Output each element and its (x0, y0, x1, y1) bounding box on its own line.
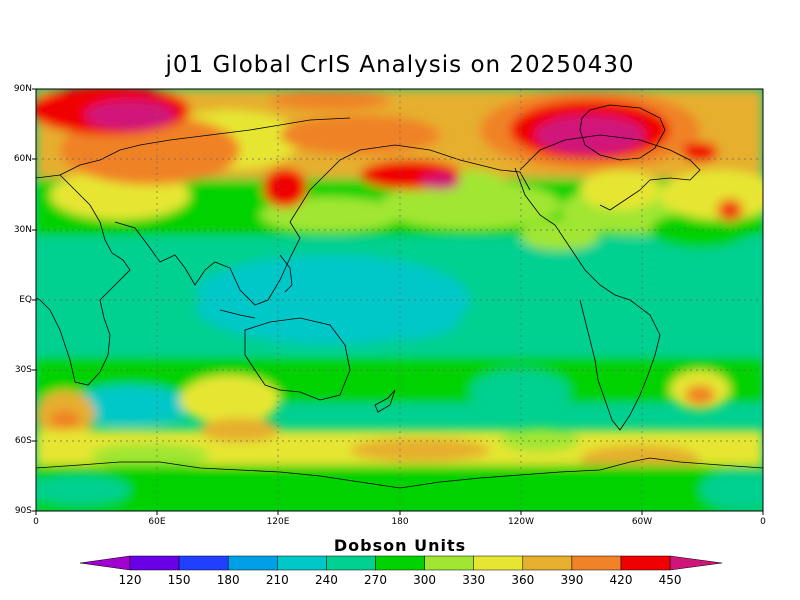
colorbar-swatch (178, 555, 229, 571)
colorbar-title: Dobson Units (333, 536, 467, 555)
colorbar-tick-label: 420 (609, 573, 633, 587)
colorbar-swatch (620, 555, 671, 571)
colorbar-swatch (326, 555, 376, 571)
lon-label-60e: 60E (148, 517, 166, 527)
map-title: j01 Global CrIS Analysis on 20250430 (165, 52, 635, 78)
lat-label-90s: 90S (14, 506, 32, 516)
colorbar-tick-label: 360 (511, 573, 535, 587)
colorbar-tick-label: 120 (118, 573, 142, 587)
colorbar-tick-label: 390 (560, 573, 584, 587)
colorbar-tick-label: 210 (265, 573, 289, 587)
colorbar-tick-label: 180 (216, 573, 240, 587)
colorbar (79, 555, 723, 571)
colorbar-swatch (277, 555, 327, 571)
colorbar-tick-label: 330 (462, 573, 486, 587)
axis-ticks (32, 88, 764, 515)
lon-label-120w: 120W (507, 517, 535, 527)
colorbar-tick-label: 240 (314, 573, 338, 587)
colorbar-arrow-low (79, 555, 131, 571)
lat-label-eq: EQ (19, 295, 32, 305)
lat-label-90n: 90N (13, 84, 32, 94)
grid-lines (36, 89, 763, 511)
lat-label-60n: 60N (13, 154, 32, 164)
lat-label-60s: 60S (14, 436, 32, 446)
colorbar-swatch (522, 555, 573, 571)
colorbar-swatch (227, 555, 278, 571)
colorbar-swatch (375, 555, 425, 571)
colorbar-tick-label: 270 (364, 573, 387, 587)
colorbar-arrow-high (669, 555, 723, 571)
coastlines (36, 104, 763, 489)
lon-label-180: 180 (391, 517, 409, 527)
colorbar-tick-label: 450 (658, 573, 682, 587)
lon-label-120e: 120E (266, 517, 290, 527)
colorbar-tick-label: 300 (413, 573, 437, 587)
lon-label-0-west: 0 (33, 517, 39, 527)
lat-label-30n: 30N (13, 225, 32, 235)
lon-label-60w: 60W (631, 517, 653, 527)
colorbar-swatch (129, 555, 180, 571)
colorbar-swatch (424, 555, 474, 571)
colorbar-swatch (571, 555, 622, 571)
lon-label-0-east: 0 (760, 517, 766, 527)
lat-label-30s: 30S (14, 365, 32, 375)
colorbar-swatch (473, 555, 524, 571)
colorbar-tick-label: 150 (167, 573, 191, 587)
